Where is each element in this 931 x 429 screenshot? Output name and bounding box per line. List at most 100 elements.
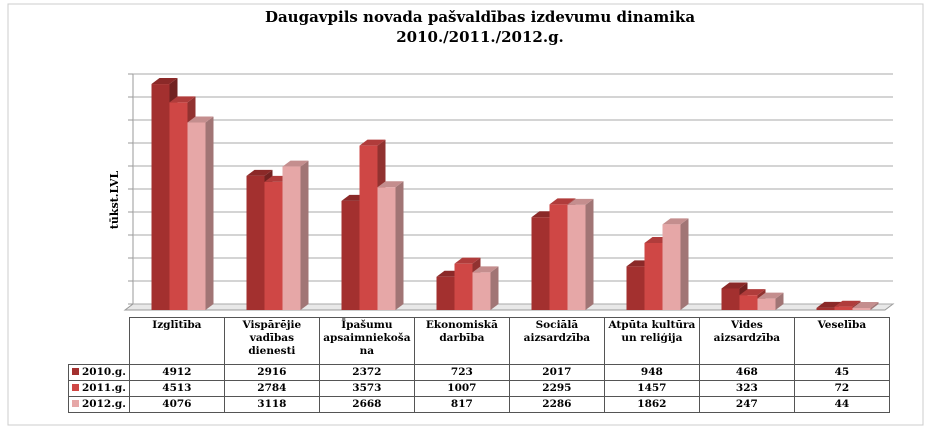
bar-top <box>359 139 386 146</box>
legend-entry: 2012.g. <box>68 396 130 413</box>
bar-top <box>757 292 784 299</box>
bar-side <box>300 160 309 310</box>
bar-front <box>662 224 681 310</box>
table-row: 2010.g. 4912 2916 2372 723 2017 948 468 45 <box>68 364 890 381</box>
bar <box>472 266 499 310</box>
table-corner <box>69 318 130 365</box>
y-axis-label: tūkst.LVL <box>108 170 121 229</box>
chart-title: Daugavpils novada pašvaldības izdevumu d… <box>265 8 695 26</box>
category-label: Vides aizsardzība <box>698 317 795 365</box>
bar <box>662 218 689 310</box>
bar-top <box>454 257 481 264</box>
bar-top <box>567 198 594 205</box>
bar-side <box>870 301 879 310</box>
data-table: Izglītība Vispārējie vadības dienesti Īpaš… <box>68 317 890 413</box>
value-cell: 2286 <box>508 396 605 413</box>
bar-front <box>834 306 853 310</box>
value-cell: 2295 <box>508 380 605 397</box>
bar-front <box>246 175 265 310</box>
bar-front <box>739 295 758 310</box>
value-cell: 247 <box>698 396 795 413</box>
value-cell: 1862 <box>603 396 700 413</box>
value-cell: 72 <box>793 380 890 397</box>
bar-front <box>626 266 645 310</box>
bar-front <box>644 242 663 310</box>
chart-subtitle: 2010./2011./2012.g. <box>396 28 564 46</box>
value-cell: 45 <box>793 364 890 381</box>
bar-front <box>721 288 740 310</box>
bar-top <box>472 266 499 273</box>
bar-front <box>816 307 835 310</box>
bar <box>377 181 404 310</box>
bar-front <box>169 102 188 310</box>
value-cell: 2017 <box>508 364 605 381</box>
category-label: Īpašumu apsaimniekošana <box>318 317 415 365</box>
value-cell: 817 <box>413 396 510 413</box>
bar-top <box>662 218 689 225</box>
table-row: 2011.g. 4513 2784 3573 1007 2295 1457 323 72 <box>68 380 890 397</box>
bar-top <box>151 78 178 85</box>
legend-swatch <box>72 368 79 375</box>
value-cell: 3118 <box>223 396 320 413</box>
bar <box>187 116 214 310</box>
chart-frame <box>7 3 924 426</box>
bar-front <box>549 204 568 310</box>
value-cell: 4912 <box>128 364 225 381</box>
category-label: Atpūta kultūra un reliģija <box>603 317 700 365</box>
value-cell: 3573 <box>318 380 415 397</box>
bar-top <box>834 300 861 307</box>
table-row: 2012.g. 4076 3118 2668 817 2286 1862 247 44 <box>68 396 890 413</box>
value-cell: 4076 <box>128 396 225 413</box>
legend-entry: 2010.g. <box>68 364 130 381</box>
legend-entry: 2011.g. <box>68 380 130 397</box>
bar-front <box>264 181 283 310</box>
bar-top <box>187 116 214 123</box>
bar-front <box>852 307 871 310</box>
value-cell: 2372 <box>318 364 415 381</box>
bar-front <box>757 298 776 310</box>
value-cell: 2916 <box>223 364 320 381</box>
bar <box>567 198 594 310</box>
value-cell: 2668 <box>318 396 415 413</box>
value-cell: 323 <box>698 380 795 397</box>
value-cell: 1457 <box>603 380 700 397</box>
bar-top <box>246 169 273 176</box>
category-label: Sociālā aizsardzība <box>508 317 605 365</box>
table-header-row: Izglītība Vispārējie vadības dienesti Īpaš… <box>69 317 890 365</box>
value-cell: 723 <box>413 364 510 381</box>
bar <box>282 160 309 310</box>
category-label: Vispārējie vadības dienesti <box>223 317 320 365</box>
bar-front <box>187 122 206 310</box>
bar-front <box>531 217 550 310</box>
legend-label: 2011.g. <box>82 382 126 394</box>
category-label: Ekonomiskā darbība <box>413 317 510 365</box>
bar-front <box>436 276 455 310</box>
bar-front <box>359 145 378 310</box>
category-label: Izglītība <box>128 317 225 365</box>
bar-top <box>282 160 309 167</box>
bar-top <box>721 282 748 289</box>
bar-front <box>341 200 360 310</box>
value-cell: 4513 <box>128 380 225 397</box>
bar-side <box>585 198 594 310</box>
bar-side <box>490 266 499 310</box>
bar-front <box>151 84 170 310</box>
value-cell: 468 <box>698 364 795 381</box>
value-cell: 44 <box>793 396 890 413</box>
value-cell: 1007 <box>413 380 510 397</box>
legend-swatch <box>72 384 79 391</box>
bar-top <box>739 289 766 296</box>
bar <box>852 301 879 310</box>
bar-top <box>377 181 404 188</box>
value-cell: 2784 <box>223 380 320 397</box>
bar-front <box>377 187 396 310</box>
bar-side <box>775 292 784 310</box>
bar-top <box>549 198 576 205</box>
bar-side <box>205 116 214 310</box>
bar-front <box>567 204 586 310</box>
value-cell: 948 <box>603 364 700 381</box>
category-label: Veselība <box>793 317 890 365</box>
bar-front <box>472 272 491 310</box>
